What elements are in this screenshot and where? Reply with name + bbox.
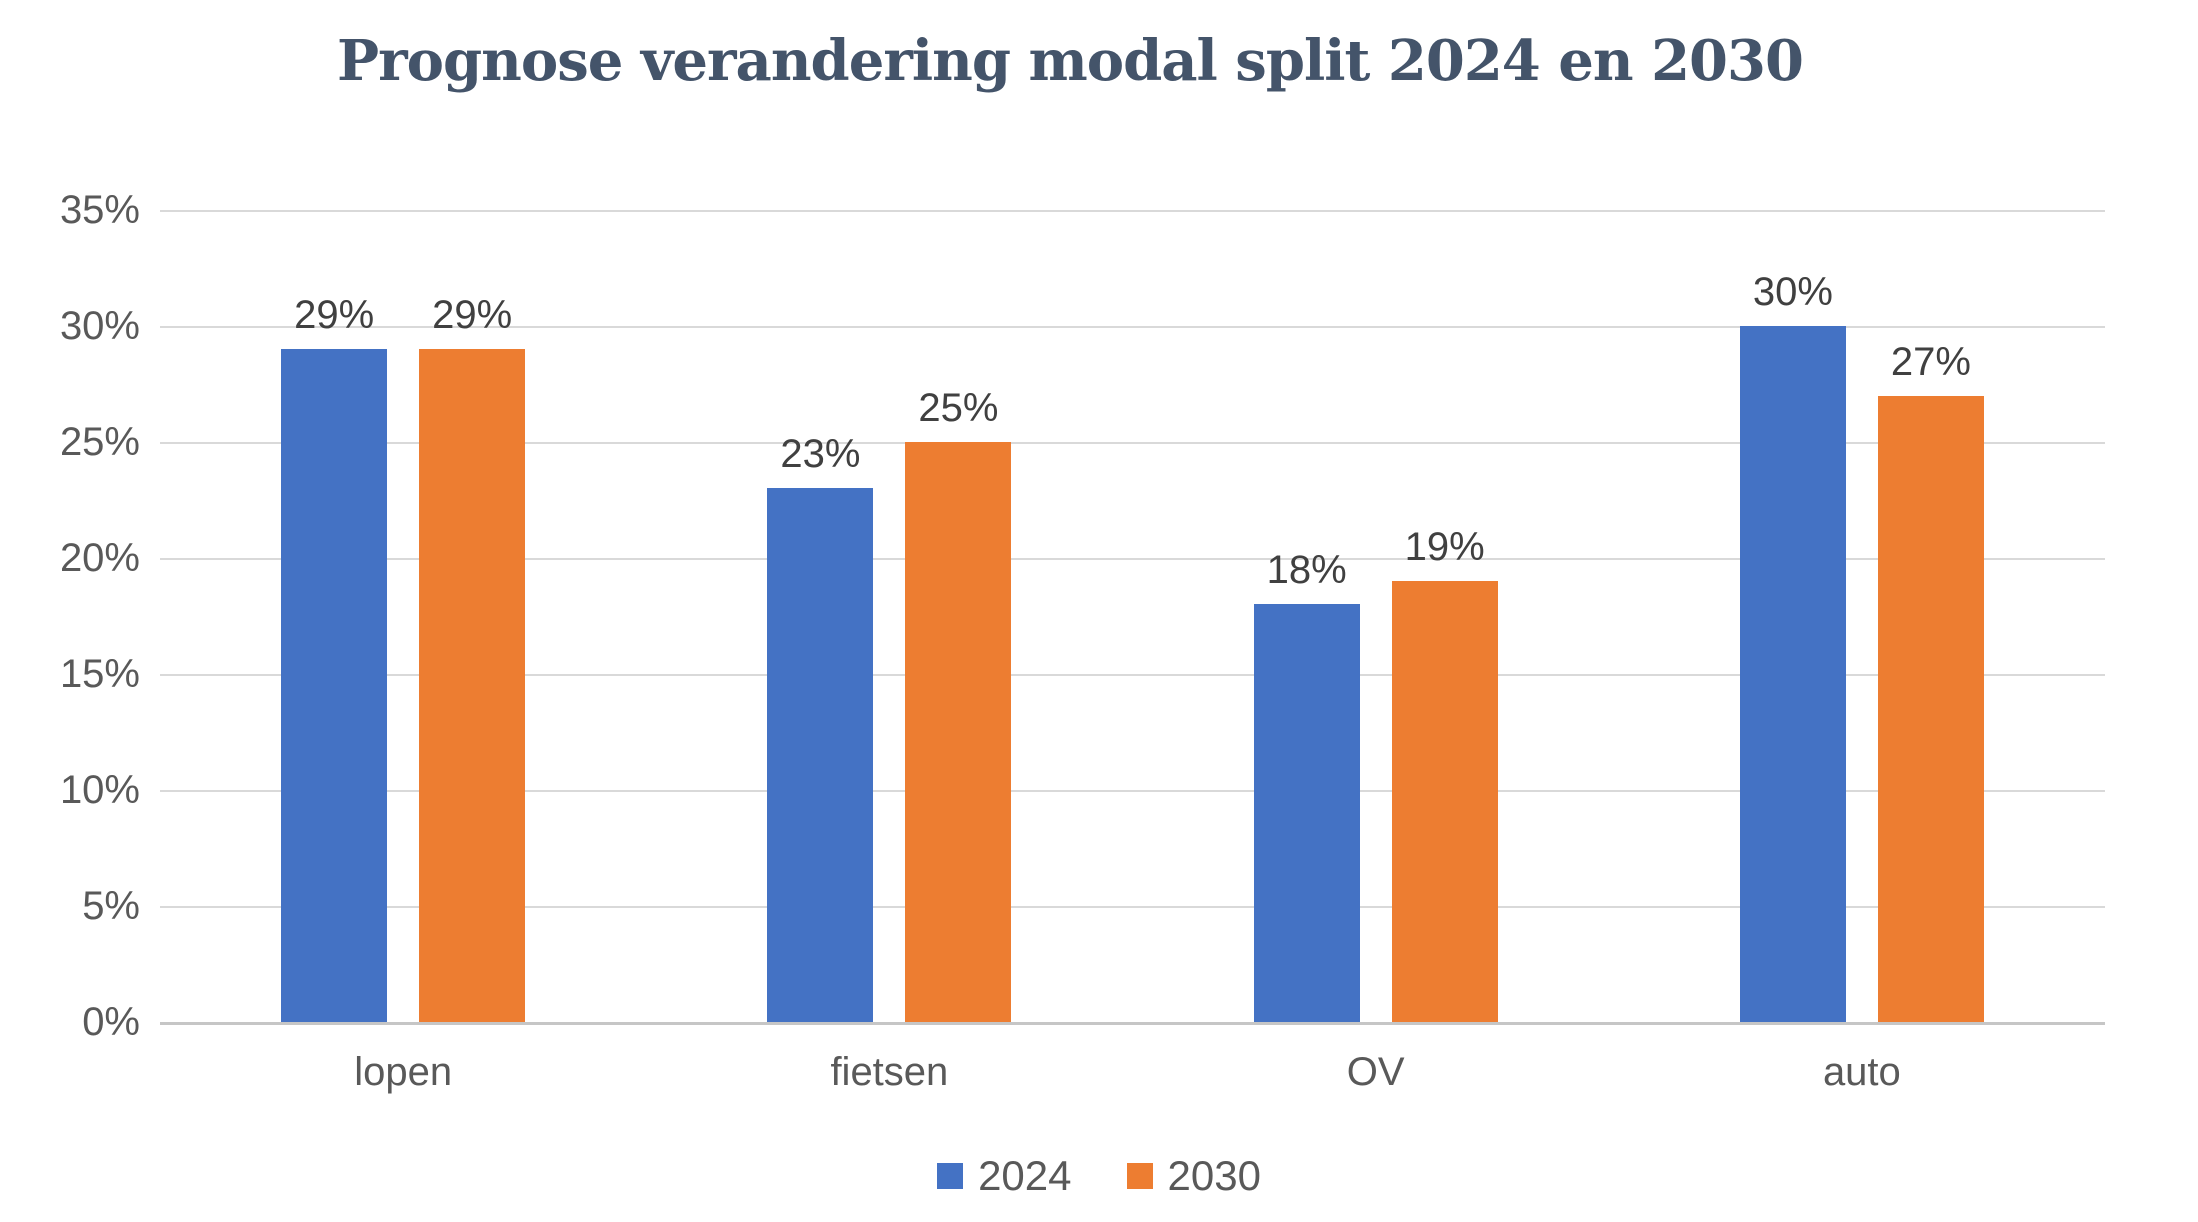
bar-2024-OV: [1253, 604, 1360, 1022]
bar-2030-OV: [1391, 581, 1498, 1022]
legend-label-2024: 2024: [978, 1152, 1072, 1199]
chart-title: Prognose verandering modal split 2024 en…: [337, 28, 1804, 94]
legend-label-2030: 2030: [1167, 1152, 1261, 1199]
y-tick-label-5%: 5%: [82, 884, 140, 928]
y-tick-label-15%: 15%: [59, 652, 140, 696]
data-label-2030-lopen: 29%: [432, 293, 513, 338]
x-label-fietsen: fietsen: [830, 1050, 949, 1094]
data-label-2024-fietsen: 23%: [780, 432, 861, 477]
x-label-auto: auto: [1822, 1050, 1901, 1094]
y-tick-label-0%: 0%: [82, 1000, 140, 1044]
x-label-OV: OV: [1346, 1050, 1405, 1094]
y-tick-label-30%: 30%: [59, 304, 140, 348]
legend-swatch-2030: [1126, 1163, 1153, 1189]
y-tick-label-20%: 20%: [59, 536, 140, 580]
y-axis-labels: 0% 5% 10% 15% 20% 25% 30% 35%: [0, 188, 140, 1044]
gridline-15%: [160, 674, 2105, 676]
y-tick-label-35%: 35%: [59, 188, 140, 232]
bar-2024-fietsen: [767, 488, 874, 1022]
gridline-35%: [160, 210, 2105, 212]
gridline-20%: [160, 558, 2105, 560]
x-label-lopen: lopen: [354, 1050, 453, 1094]
bar-2030-fietsen: [905, 442, 1012, 1022]
data-label-2024-OV: 18%: [1266, 548, 1347, 593]
legend-swatch-2024: [937, 1163, 964, 1189]
data-label-2030-OV: 19%: [1404, 525, 1485, 570]
data-label-2030-fietsen: 25%: [918, 386, 999, 430]
gridline-5%: [160, 906, 2105, 908]
plot-area: 29% 29% 23% 25% 18% 19% 30% 27%: [160, 210, 2105, 1025]
data-label-2024-auto: 30%: [1752, 270, 1833, 314]
gridline-30%: [160, 326, 2105, 328]
legend-item-2030: 2030: [1126, 1152, 1261, 1200]
bar-2030-lopen: [419, 349, 526, 1022]
data-label-2024-lopen: 29%: [294, 293, 375, 338]
gridline-10%: [160, 790, 2105, 792]
gridline-25%: [160, 442, 2105, 444]
bar-2030-auto: [1877, 395, 1984, 1022]
y-tick-label-25%: 25%: [59, 420, 140, 464]
x-axis-labels: lopen fietsen OV auto: [160, 1050, 2105, 1110]
data-label-2030-auto: 27%: [1890, 339, 1971, 384]
legend-item-2024: 2024: [937, 1152, 1072, 1200]
bar-2024-lopen: [281, 349, 388, 1022]
legend: 2024 2030: [0, 1150, 2198, 1202]
bar-2024-auto: [1739, 326, 1846, 1022]
y-tick-label-10%: 10%: [59, 768, 140, 812]
